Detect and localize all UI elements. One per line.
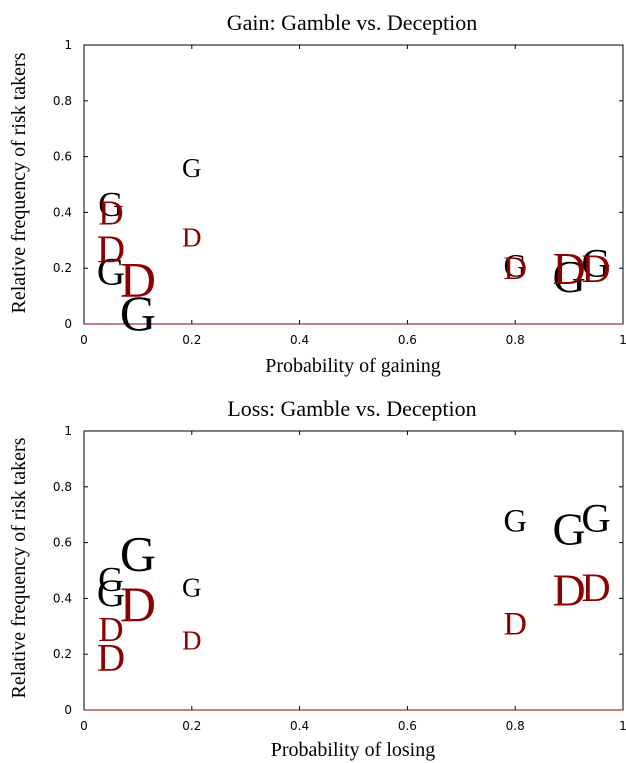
gain-y-tick-label: 0.8 — [53, 94, 72, 108]
loss-gamble-point: G — [98, 560, 123, 599]
gain-deception-point: D — [97, 228, 125, 271]
loss-gamble-point: G — [120, 526, 156, 582]
loss-ticks — [83, 430, 624, 711]
loss-deception-point: D — [120, 576, 156, 632]
gain-ticks — [83, 44, 624, 325]
loss-x-tick-label: 0.4 — [290, 719, 309, 733]
gain-gamble-point: G — [120, 285, 156, 341]
loss-y-tick-label: 0.8 — [53, 480, 72, 494]
gain-plot-frame — [83, 44, 624, 325]
loss-chart: Loss: Gamble vs. Deception 0 0.2 0.4 0.6… — [8, 396, 626, 761]
gain-y-tick-label: 0.4 — [53, 205, 72, 219]
gain-gamble-point: G — [553, 251, 586, 302]
gain-y-tick-label: 0 — [64, 317, 72, 331]
loss-x-tick-label: 0 — [80, 719, 88, 733]
loss-x-tick-label: 1 — [619, 719, 626, 733]
loss-y-tick-label: 0.2 — [53, 647, 72, 661]
gain-deception-point: D — [503, 251, 526, 287]
gain-gamble-point: G — [503, 248, 526, 284]
loss-gamble-point: G — [581, 495, 610, 540]
gain-x-tick-labels: 0 0.2 0.4 0.6 0.8 1 — [80, 333, 626, 347]
gain-x-tick-label: 0.8 — [506, 333, 525, 347]
gain-deception-point: D — [581, 246, 610, 291]
loss-x-tick-label: 0.8 — [506, 719, 525, 733]
loss-deception-point: D — [581, 565, 610, 610]
loss-deception-point: D — [97, 636, 125, 679]
loss-x-tick-labels: 0 0.2 0.4 0.6 0.8 1 — [80, 719, 626, 733]
loss-y-axis-label: Relative frequency of risk takers — [8, 437, 30, 698]
gain-y-tick-label: 0.2 — [53, 261, 72, 275]
gain-y-tick-label: 1 — [64, 38, 72, 52]
loss-deception-point: D — [553, 565, 586, 616]
loss-y-tick-label: 0.4 — [53, 591, 72, 605]
gain-y-tick-label: 0.6 — [53, 150, 72, 164]
loss-deception-point: D — [182, 625, 202, 655]
gain-y-axis-label: Relative frequency of risk takers — [8, 52, 30, 313]
gain-gamble-point: G — [97, 250, 125, 293]
gain-chart: Gain: Gamble vs. Deception 0 0.2 0.4 0.6… — [8, 10, 626, 377]
gain-chart-title: Gain: Gamble vs. Deception — [227, 10, 478, 35]
loss-deception-point: D — [98, 610, 123, 649]
gain-deception-point: D — [98, 193, 123, 232]
gain-y-tick-labels: 0 0.2 0.4 0.6 0.8 1 — [53, 38, 72, 331]
loss-x-tick-label: 0.6 — [398, 719, 417, 733]
loss-plot-frame — [83, 430, 624, 711]
loss-y-tick-label: 1 — [64, 424, 72, 438]
loss-gamble-point: G — [97, 572, 125, 615]
gain-x-tick-label: 0 — [80, 333, 88, 347]
gain-x-tick-label: 1 — [619, 333, 626, 347]
loss-gamble-point: G — [553, 503, 586, 554]
loss-x-tick-label: 0.2 — [182, 719, 201, 733]
gain-x-axis-label: Probability of gaining — [265, 355, 441, 377]
gain-deception-point: D — [182, 223, 202, 253]
gain-x-tick-label: 0.6 — [398, 333, 417, 347]
loss-y-tick-label: 0 — [64, 703, 72, 717]
loss-y-tick-labels: 0 0.2 0.4 0.6 0.8 1 — [53, 424, 72, 717]
loss-y-tick-label: 0.6 — [53, 536, 72, 550]
gain-gamble-point: G — [98, 185, 123, 224]
loss-deception-point: D — [503, 607, 526, 643]
loss-gamble-point: G — [182, 572, 202, 602]
gain-deception-point: D — [120, 251, 156, 307]
gain-x-tick-label: 0.4 — [290, 333, 309, 347]
gain-x-tick-label: 0.2 — [182, 333, 201, 347]
loss-x-axis-label: Probability of losing — [271, 739, 435, 761]
loss-gamble-point: G — [503, 503, 526, 539]
loss-chart-title: Loss: Gamble vs. Deception — [227, 396, 476, 421]
gain-gamble-point: G — [581, 240, 610, 285]
gain-deception-point: D — [553, 243, 586, 294]
gain-gamble-point: G — [182, 153, 202, 183]
